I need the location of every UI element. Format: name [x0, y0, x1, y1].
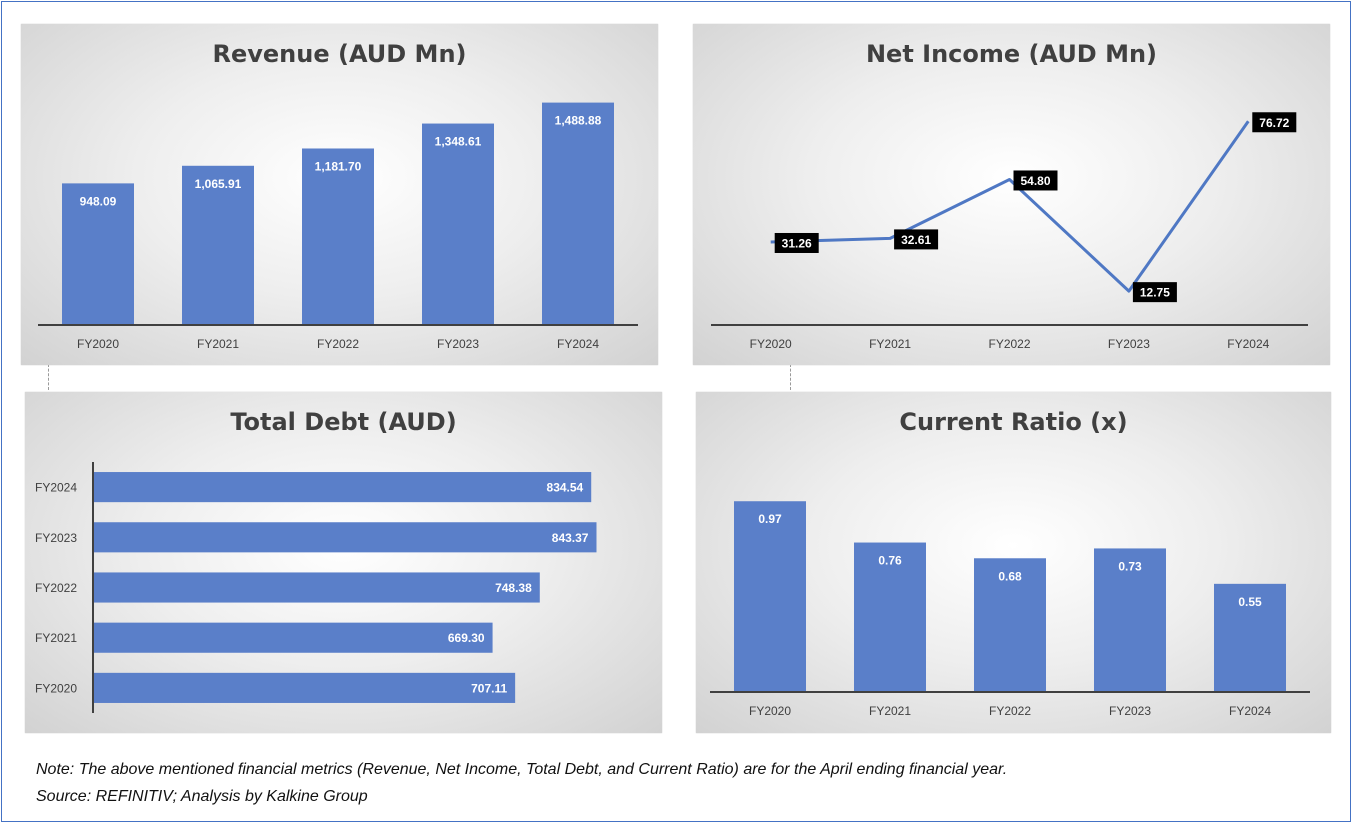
data-label: 31.26: [782, 236, 812, 250]
data-label: 669.30: [448, 631, 485, 645]
bar: [182, 165, 254, 325]
footnote-note: Note: The above mentioned financial metr…: [36, 761, 1008, 778]
data-label: 0.55: [1238, 595, 1262, 609]
data-label: 1,348.61: [435, 135, 482, 149]
x-tick-label: FY2023: [437, 337, 479, 351]
data-label: 12.75: [1140, 286, 1170, 300]
y-tick-label: FY2024: [35, 481, 77, 495]
bar: [734, 501, 806, 692]
x-tick-label: FY2023: [1108, 337, 1150, 351]
net-income-plot: 31.26 FY2020 32.61 FY2021 54.80 FY2022 12.75 FY…: [711, 112, 1308, 351]
data-label: 843.37: [552, 531, 589, 545]
x-tick-label: FY2021: [869, 704, 911, 718]
x-tick-label: FY2020: [750, 337, 792, 351]
footnote-source: Source: REFINITIV; Analysis by Kalkine G…: [36, 788, 368, 805]
bar: [1094, 548, 1166, 692]
x-tick-label: FY2020: [749, 704, 791, 718]
x-tick-label: FY2021: [197, 337, 239, 351]
x-tick-label: FY2023: [1109, 704, 1151, 718]
data-label: 0.73: [1118, 559, 1142, 573]
total-debt-plot: 834.54 FY2024 843.37 FY2023 748.38 FY2022 669.…: [35, 462, 597, 713]
revenue-plot: 948.09 FY2020 1,065.91 FY2021 1,181.70 FY2022…: [38, 102, 638, 351]
data-label: 0.76: [878, 554, 902, 568]
data-label: 748.38: [495, 581, 532, 595]
x-tick-label: FY2024: [1229, 704, 1271, 718]
total-debt-chart: Total Debt (AUD) 834.54 FY2024 843.37 FY202…: [25, 392, 662, 733]
bar: [93, 572, 540, 603]
data-label: 76.72: [1259, 116, 1289, 130]
bar: [93, 522, 597, 553]
x-tick-label: FY2022: [988, 337, 1030, 351]
data-label: 32.61: [901, 233, 931, 247]
bar: [974, 558, 1046, 692]
chart-title: Total Debt (AUD): [230, 408, 457, 436]
data-label-box: [894, 229, 939, 250]
data-label: 948.09: [80, 194, 117, 208]
bar: [422, 123, 494, 325]
bar: [1214, 583, 1286, 692]
x-tick-label: FY2024: [1227, 337, 1269, 351]
data-label-box: [1013, 170, 1058, 191]
x-tick-label: FY2021: [869, 337, 911, 351]
chart-title: Revenue (AUD Mn): [212, 40, 467, 68]
chart-title: Net Income (AUD Mn): [865, 40, 1158, 68]
y-tick-label: FY2023: [35, 531, 77, 545]
bar: [542, 102, 614, 326]
y-tick-label: FY2020: [35, 681, 77, 695]
bar: [93, 672, 516, 703]
x-tick-label: FY2024: [557, 337, 599, 351]
bar: [93, 472, 592, 503]
y-tick-label: FY2021: [35, 631, 77, 645]
divider-line: [790, 364, 792, 390]
bar: [854, 542, 926, 692]
data-label: 707.11: [471, 681, 507, 695]
revenue-chart: Revenue (AUD Mn) 948.09 FY2020 1,065.91 FY2…: [21, 24, 658, 365]
divider-line: [48, 364, 50, 390]
data-label: 1,065.91: [195, 177, 242, 191]
data-label-box: [774, 232, 819, 253]
data-label-box: [1252, 112, 1297, 133]
x-tick-label: FY2022: [317, 337, 359, 351]
bar: [302, 148, 374, 325]
data-label: 54.80: [1020, 174, 1050, 188]
data-label-box: [1132, 282, 1177, 303]
net-income-chart: Net Income (AUD Mn) 31.26 FY2020 32.61 FY20…: [693, 24, 1330, 365]
current-ratio-plot: 0.97 FY2020 0.76 FY2021 0.68 FY2022 0.73 FY2023…: [710, 501, 1310, 718]
series-line: [770, 120, 1250, 293]
chart-title: Current Ratio (x): [899, 408, 1128, 436]
x-tick-label: FY2020: [77, 337, 119, 351]
data-label: 0.97: [758, 512, 782, 526]
x-tick-label: FY2022: [989, 704, 1031, 718]
data-label: 1,488.88: [555, 114, 602, 128]
bar: [93, 622, 493, 653]
data-label: 0.68: [998, 569, 1022, 583]
data-label: 834.54: [547, 481, 584, 495]
data-label: 1,181.70: [315, 159, 362, 173]
bar: [62, 183, 134, 325]
current-ratio-chart: Current Ratio (x) 0.97 FY2020 0.76 FY2021 0.…: [696, 392, 1331, 733]
y-tick-label: FY2022: [35, 581, 77, 595]
